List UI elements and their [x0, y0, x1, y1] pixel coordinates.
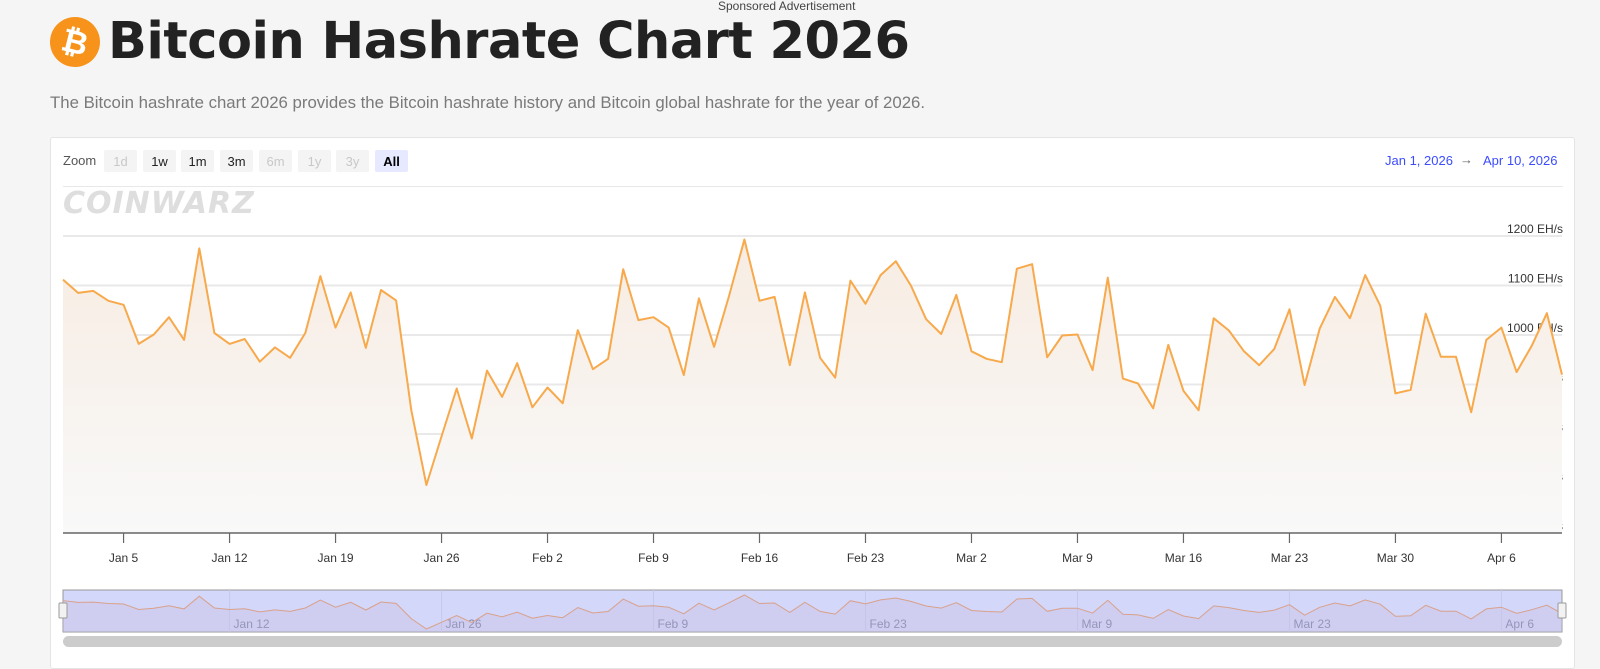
x-tick-label: Apr 6: [1487, 551, 1516, 565]
x-tick-label: Feb 9: [638, 551, 669, 565]
x-tick-label: Mar 9: [1062, 551, 1093, 565]
x-tick-label: Mar 23: [1271, 551, 1309, 565]
x-tick-label: Jan 5: [109, 551, 139, 565]
x-tick-label: Jan 26: [424, 551, 460, 565]
x-tick-label: Jan 19: [318, 551, 354, 565]
hashrate-area: [63, 240, 1562, 534]
x-tick-label: Mar 16: [1165, 551, 1203, 565]
y-tick-label: 1000 EH/s: [1507, 321, 1563, 335]
x-tick-label: Feb 23: [847, 551, 885, 565]
navigator-right-handle[interactable]: [1558, 603, 1566, 618]
x-tick-label: Mar 30: [1377, 551, 1415, 565]
x-tick-label: Jan 12: [212, 551, 248, 565]
x-tick-label: Feb 16: [741, 551, 779, 565]
y-tick-label: 1100 EH/s: [1508, 272, 1563, 286]
y-tick-label: 1200 EH/s: [1507, 222, 1563, 236]
navigator-left-handle[interactable]: [59, 603, 67, 618]
x-tick-label: Mar 2: [956, 551, 987, 565]
x-tick-label: Feb 2: [532, 551, 563, 565]
hashrate-chart: 600 EH/s700 EH/s800 EH/s900 EH/s1000 EH/…: [0, 0, 1600, 651]
navigator-scrollbar[interactable]: [63, 636, 1562, 647]
